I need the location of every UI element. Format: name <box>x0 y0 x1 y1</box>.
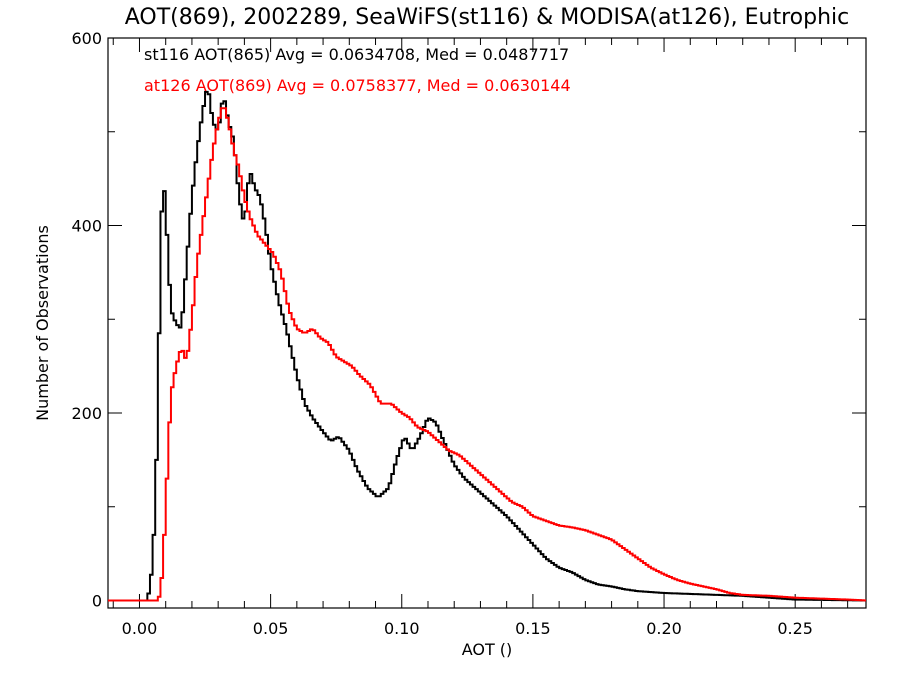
series-st116-line <box>108 90 866 602</box>
y-axis-label: Number of Observations <box>33 225 52 421</box>
y-tick-label: 400 <box>71 217 102 236</box>
x-tick-label: 0.15 <box>515 619 551 638</box>
chart-title: AOT(869), 2002289, SeaWiFS(st116) & MODI… <box>125 5 850 30</box>
x-tick-label: 0.00 <box>122 619 158 638</box>
x-tick-label: 0.05 <box>253 619 289 638</box>
plot-frame <box>107 37 867 609</box>
series-at126-line <box>108 107 866 602</box>
x-axis-label: AOT () <box>462 640 513 659</box>
y-tick-label: 200 <box>71 404 102 423</box>
x-tick-label: 0.10 <box>384 619 420 638</box>
y-tick-label: 600 <box>71 29 102 48</box>
legend-entry-at126: at126 AOT(869) Avg = 0.0758377, Med = 0.… <box>144 76 571 95</box>
ticks-layer: 0.00 0.05 0.10 0.15 0.20 0.25 0 200 400 600 <box>71 29 866 638</box>
series-layer <box>108 90 866 602</box>
x-tick-label: 0.25 <box>777 619 813 638</box>
x-tick-label: 0.20 <box>646 619 682 638</box>
legend-entry-st116: st116 AOT(865) Avg = 0.0634708, Med = 0.… <box>144 45 569 64</box>
y-tick-label: 0 <box>92 592 102 611</box>
